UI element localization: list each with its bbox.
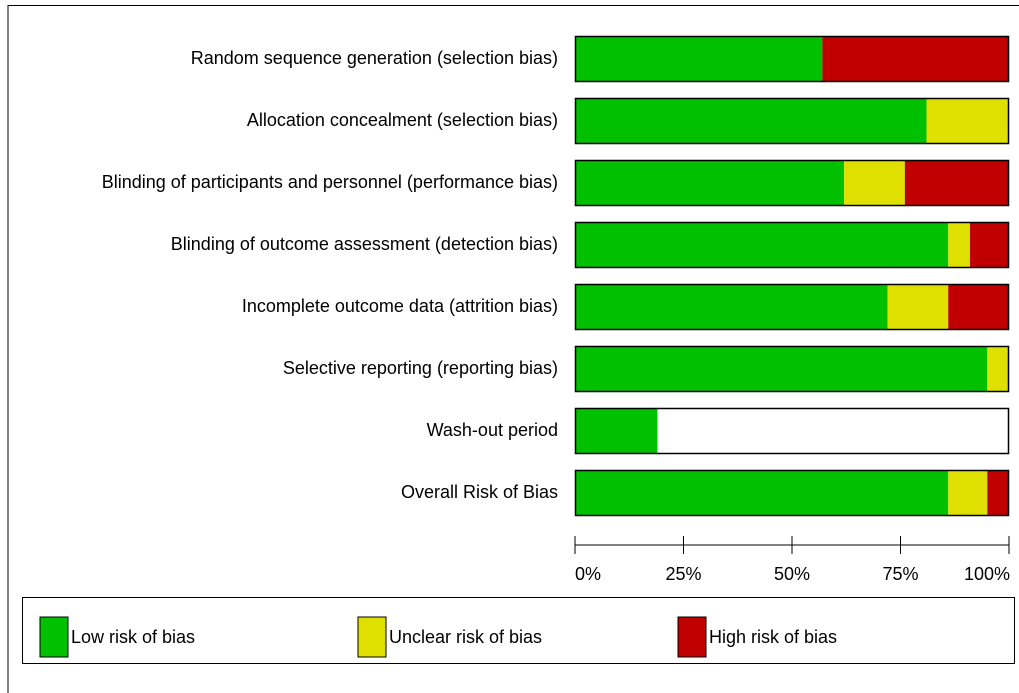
bar-segment bbox=[904, 160, 1009, 206]
bar-outline bbox=[574, 221, 1010, 269]
bar-segment bbox=[575, 408, 658, 454]
x-tick-label: 50% bbox=[774, 564, 810, 584]
legend-box bbox=[22, 597, 1015, 664]
bar-segment bbox=[969, 222, 1009, 268]
legend-label: Low risk of bias bbox=[71, 627, 195, 647]
bar-outline bbox=[574, 407, 1010, 455]
legend-swatch bbox=[357, 616, 387, 658]
x-tick-label: 0% bbox=[575, 564, 601, 584]
bar-outline bbox=[574, 283, 1010, 331]
bar-outline bbox=[574, 35, 1010, 83]
bar-segment bbox=[575, 160, 845, 206]
x-tick-label: 100% bbox=[964, 564, 1010, 584]
category-label: Blinding of outcome assessment (detectio… bbox=[171, 234, 558, 254]
bar-segment bbox=[987, 346, 1009, 392]
bar-segment bbox=[844, 160, 905, 206]
x-tick-label: 25% bbox=[665, 564, 701, 584]
bar-segment bbox=[575, 36, 823, 82]
bar-segment bbox=[926, 98, 1009, 144]
category-label: Overall Risk of Bias bbox=[401, 482, 558, 502]
bar-segment bbox=[948, 222, 970, 268]
legend-swatch bbox=[39, 616, 69, 658]
bar-segment bbox=[822, 36, 1009, 82]
bar-segment bbox=[575, 284, 888, 330]
bar-segment bbox=[887, 284, 949, 330]
bar-segment bbox=[575, 470, 949, 516]
bar-outline bbox=[574, 97, 1010, 145]
bar-outline bbox=[574, 345, 1010, 393]
category-label: Selective reporting (reporting bias) bbox=[283, 358, 558, 378]
category-label: Allocation concealment (selection bias) bbox=[247, 110, 558, 130]
category-label: Wash-out period bbox=[427, 420, 558, 440]
bar-outline bbox=[574, 159, 1010, 207]
bar-segment bbox=[987, 470, 1009, 516]
bar-segment bbox=[948, 284, 1009, 330]
legend-swatch bbox=[677, 616, 707, 658]
legend-label: Unclear risk of bias bbox=[389, 627, 542, 647]
bar-segment bbox=[575, 222, 949, 268]
x-tick-label: 75% bbox=[882, 564, 918, 584]
legend-label: High risk of bias bbox=[709, 627, 837, 647]
category-label: Incomplete outcome data (attrition bias) bbox=[242, 296, 558, 316]
category-label: Random sequence generation (selection bi… bbox=[191, 48, 558, 68]
frame bbox=[7, 5, 1019, 693]
bar-segment bbox=[948, 470, 988, 516]
category-label: Blinding of participants and personnel (… bbox=[102, 172, 558, 192]
bar-segment bbox=[575, 346, 988, 392]
bar-outline bbox=[574, 469, 1010, 517]
bar-segment bbox=[575, 98, 927, 144]
